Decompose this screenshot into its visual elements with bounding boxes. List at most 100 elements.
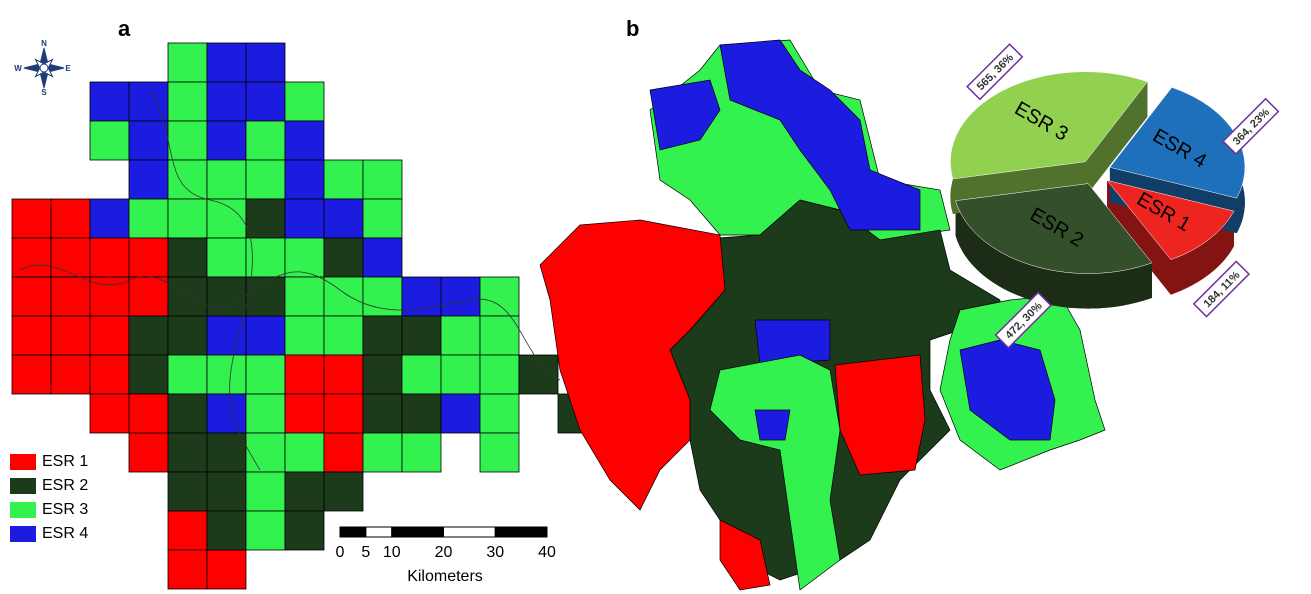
grid-cell — [285, 199, 324, 238]
grid-cell — [168, 550, 207, 589]
grid-cell — [246, 121, 285, 160]
compass-e: E — [65, 64, 71, 73]
grid-cell — [363, 238, 402, 277]
grid-cell — [324, 160, 363, 199]
grid-cell — [285, 277, 324, 316]
grid-cell — [402, 433, 441, 472]
scale-tick-label: 5 — [361, 544, 370, 561]
legend-label: ESR 3 — [42, 501, 88, 518]
grid-cell — [207, 121, 246, 160]
grid-cell — [480, 316, 519, 355]
grid-cell — [363, 316, 402, 355]
grid-cell — [90, 82, 129, 121]
grid-cell — [168, 82, 207, 121]
grid-cell — [246, 433, 285, 472]
grid-cell — [207, 394, 246, 433]
grid-cell — [207, 238, 246, 277]
grid-cell — [168, 277, 207, 316]
grid-cell — [441, 316, 480, 355]
grid-cell — [402, 355, 441, 394]
grid-cell — [129, 160, 168, 199]
grid-cell — [246, 199, 285, 238]
grid-cell — [363, 199, 402, 238]
grid-cell — [246, 277, 285, 316]
scale-segment — [366, 527, 392, 537]
grid-cell — [246, 511, 285, 550]
grid-cell — [90, 121, 129, 160]
grid-cell — [12, 277, 51, 316]
grid-cell — [168, 511, 207, 550]
grid-cell — [168, 160, 207, 199]
grid-cell — [90, 316, 129, 355]
grid-cell — [363, 160, 402, 199]
grid-cell — [90, 199, 129, 238]
compass: N S E W — [14, 39, 71, 97]
grid-cell — [51, 355, 90, 394]
grid-cell — [51, 238, 90, 277]
grid-cell — [285, 511, 324, 550]
grid-cell — [363, 433, 402, 472]
figure: ESR 1184, 11%ESR 2472, 30%ESR 3565, 36%E… — [0, 0, 1311, 594]
grid-cell — [246, 394, 285, 433]
region — [755, 410, 790, 440]
grid-cell — [168, 394, 207, 433]
grid-cell — [441, 355, 480, 394]
grid-cell — [285, 82, 324, 121]
page: body { margin: 0; background: #fff; font… — [0, 0, 1311, 594]
scale-segment — [444, 527, 496, 537]
legend-swatch — [10, 502, 36, 518]
grid-cell — [285, 121, 324, 160]
grid-cell — [324, 433, 363, 472]
grid-cell — [246, 82, 285, 121]
grid-cell — [129, 121, 168, 160]
grid-cell — [246, 160, 285, 199]
legend-label: ESR 1 — [42, 453, 88, 470]
grid-cell — [12, 316, 51, 355]
grid-cell — [207, 472, 246, 511]
grid-cell — [90, 355, 129, 394]
grid-cell — [480, 355, 519, 394]
grid-cell — [12, 238, 51, 277]
grid-cell — [168, 199, 207, 238]
panel-label: b — [626, 16, 639, 41]
grid-cell — [363, 355, 402, 394]
grid-cell — [168, 472, 207, 511]
grid-cell — [324, 238, 363, 277]
value-callout: 364, 23% — [1223, 99, 1278, 154]
grid-cell — [480, 433, 519, 472]
grid-cell — [129, 433, 168, 472]
grid-cell — [129, 82, 168, 121]
scale-tick-label: 30 — [486, 544, 504, 561]
grid-cell — [324, 472, 363, 511]
grid-cell — [207, 550, 246, 589]
legend-swatch — [10, 526, 36, 542]
grid-cell — [441, 277, 480, 316]
grid-cell — [246, 472, 285, 511]
grid-cell — [324, 316, 363, 355]
grid-cell — [441, 394, 480, 433]
grid-cell — [402, 316, 441, 355]
grid-cell — [129, 394, 168, 433]
scale-segment — [392, 527, 444, 537]
grid-cell — [12, 355, 51, 394]
grid-cell — [324, 199, 363, 238]
grid-cell — [129, 199, 168, 238]
grid-cell — [207, 43, 246, 82]
grid-cell — [90, 394, 129, 433]
compass-s: S — [41, 88, 47, 97]
grid-cell — [402, 394, 441, 433]
legend-swatch — [10, 478, 36, 494]
grid-cell — [285, 472, 324, 511]
grid-cell — [129, 277, 168, 316]
grid-cell — [285, 160, 324, 199]
grid-cell — [207, 355, 246, 394]
grid-cell — [207, 433, 246, 472]
grid-cell — [285, 238, 324, 277]
grid-cell — [246, 43, 285, 82]
grid-cell — [51, 277, 90, 316]
legend-label: ESR 4 — [42, 525, 88, 542]
scale-tick-label: 20 — [435, 544, 453, 561]
grid-cell — [207, 277, 246, 316]
grid-cell — [168, 433, 207, 472]
grid-cell — [363, 394, 402, 433]
